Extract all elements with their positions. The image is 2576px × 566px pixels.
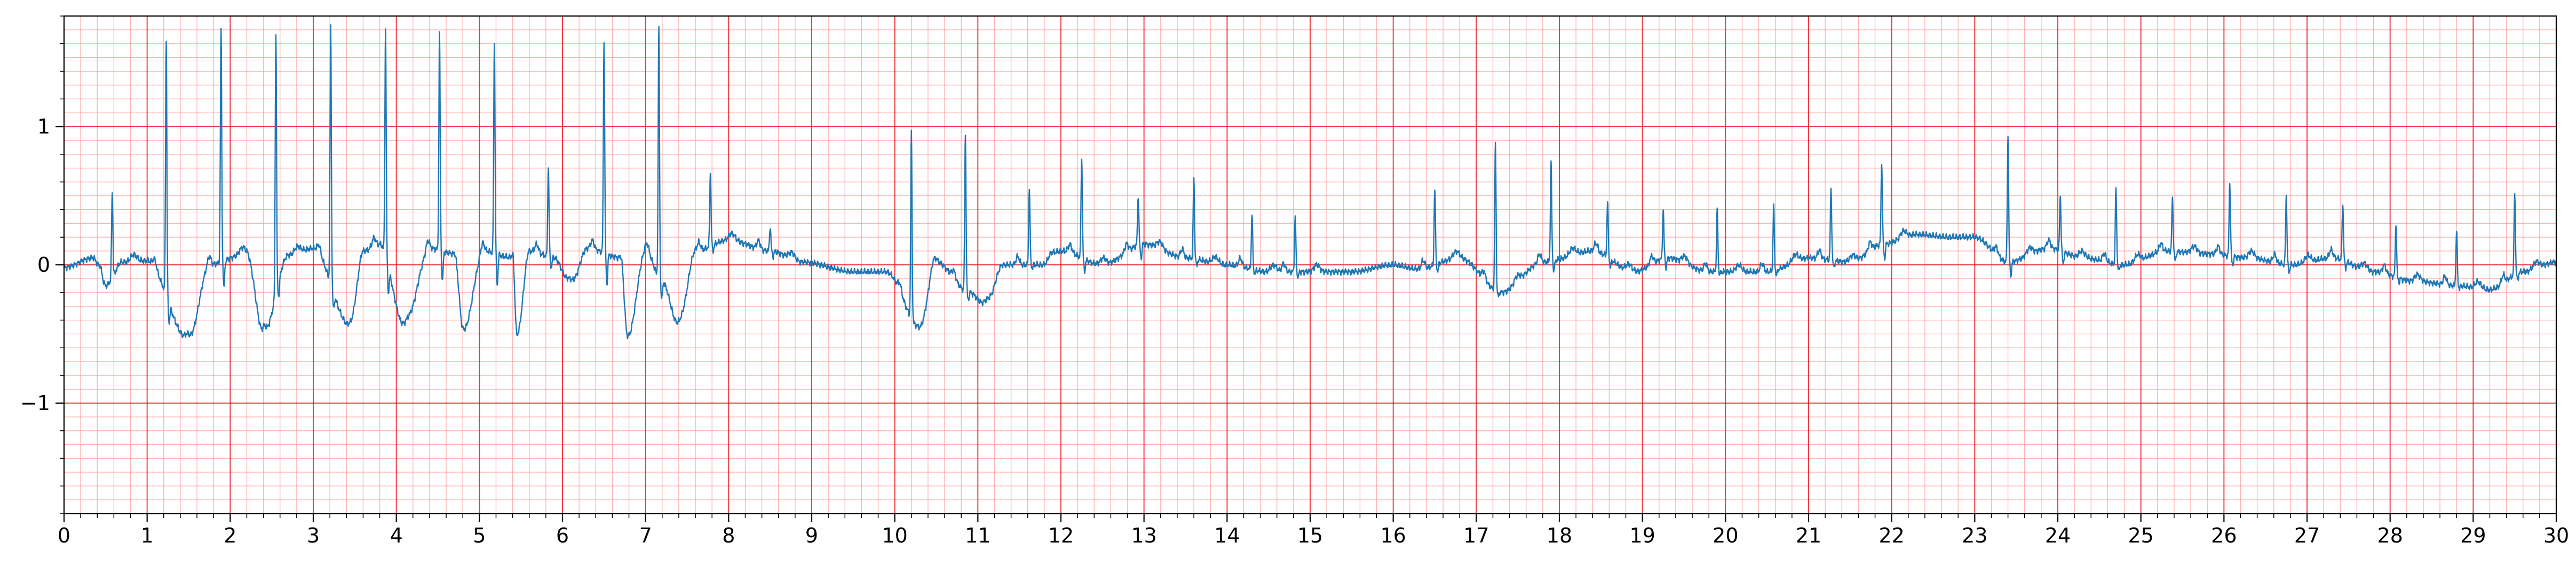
x-tick-label: 6 xyxy=(556,524,569,547)
x-tick-label: 19 xyxy=(1629,524,1655,547)
beat-peak-point xyxy=(2342,202,2343,203)
x-tick-label: 7 xyxy=(639,524,652,547)
ecg-signal-line xyxy=(63,24,2557,340)
x-tick-label: 26 xyxy=(2211,524,2237,547)
x-tick-label: 4 xyxy=(390,524,403,547)
beat-peak-point xyxy=(494,43,495,44)
x-tick-label: 15 xyxy=(1297,524,1323,547)
beat-peak-point xyxy=(1607,202,1608,203)
x-tick-label: 17 xyxy=(1463,524,1489,547)
x-tick-label: 13 xyxy=(1131,524,1156,547)
x-tick-label: 28 xyxy=(2377,524,2403,547)
beat-peak-point xyxy=(1434,188,1435,189)
x-tick-label: 18 xyxy=(1547,524,1572,547)
beat-peak-point xyxy=(1081,157,1082,158)
x-tick-label: 30 xyxy=(2543,524,2569,547)
x-tick-label: 16 xyxy=(1380,524,1406,547)
beat-peak-point xyxy=(1495,143,1496,144)
axes-layer: 0 1 2 3 4 5 6 7 8 9 10 11 12 13 14 15 16 17 18 19 20 21 22 23 24… xyxy=(20,15,2569,547)
x-tick-label: 0 xyxy=(58,524,70,547)
beat-peak-point xyxy=(1831,188,1832,189)
beat-peak-point xyxy=(2115,188,2116,189)
x-tick-label: 12 xyxy=(1048,524,1074,547)
x-tick-label: 25 xyxy=(2128,524,2153,547)
x-tick-label: 14 xyxy=(1214,524,1240,547)
x-tick-label: 11 xyxy=(965,524,990,547)
x-tick-label: 9 xyxy=(805,524,818,547)
y-tick-label: −1 xyxy=(20,391,50,415)
beat-peak-point xyxy=(2286,195,2287,196)
beat-peak-point xyxy=(385,29,386,30)
beat-peak-point xyxy=(2456,230,2457,231)
x-tick-label: 2 xyxy=(224,524,236,547)
x-tick-label: 27 xyxy=(2294,524,2320,547)
x-tick-label: 10 xyxy=(882,524,907,547)
major-grid xyxy=(64,16,2557,514)
x-tick-label: 29 xyxy=(2460,524,2486,547)
x-tick-label: 5 xyxy=(473,524,486,547)
x-tick-label: 24 xyxy=(2045,524,2071,547)
x-tick-label: 22 xyxy=(1879,524,1904,547)
x-tick-label: 23 xyxy=(1962,524,1987,547)
y-tick-label: 0 xyxy=(37,253,50,277)
x-tick-label: 20 xyxy=(1713,524,1738,547)
x-tick-label: 21 xyxy=(1796,524,1821,547)
y-tick-label: 1 xyxy=(37,115,50,138)
series-layer xyxy=(63,24,2557,340)
x-tick-label: 1 xyxy=(141,524,154,547)
x-tick-label: 8 xyxy=(722,524,735,547)
x-tick-label: 3 xyxy=(307,524,320,547)
